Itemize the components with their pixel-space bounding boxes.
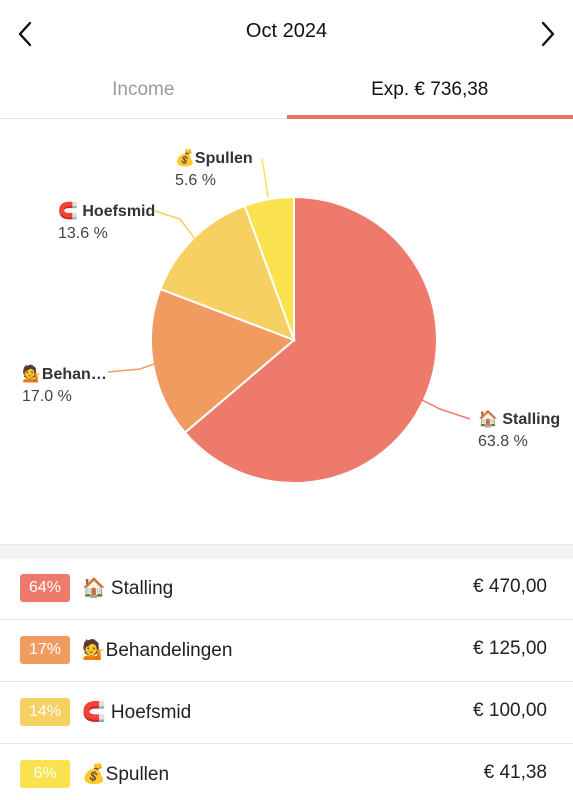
slice-label-percent: 63.8 % (478, 433, 528, 450)
slice-label-percent: 5.6 % (175, 172, 216, 189)
next-month-button[interactable] (527, 14, 567, 54)
list-item[interactable]: 14% 🧲 Hoefsmid € 100,00 (0, 682, 573, 744)
category-amount: € 41,38 (483, 762, 547, 783)
slice-label-spullen: 💰Spullen 5.6 % (175, 148, 253, 192)
chevron-left-icon (18, 21, 32, 47)
slice-label-name: 🏠 Stalling (478, 411, 561, 428)
category-label: 💰Spullen (82, 764, 170, 785)
list-item[interactable]: 64% 🏠 Stalling € 470,00 (0, 558, 573, 620)
slice-label-percent: 17.0 % (22, 388, 72, 405)
section-divider (0, 544, 573, 559)
tab-expenses-label: Exp. € 736,38 (371, 79, 489, 100)
list-item[interactable]: 6% 💰Spullen € 41,38 (0, 744, 573, 800)
leader-line-behandelingen (107, 362, 158, 373)
list-item[interactable]: 17% 💁Behandelingen € 125,00 (0, 620, 573, 682)
tab-income[interactable]: Income (112, 79, 175, 100)
slice-label-name: 💰Spullen (175, 150, 253, 167)
percent-badge: 17% (20, 636, 70, 664)
slice-label-name: 🧲 Hoefsmid (58, 203, 156, 220)
pie-slice-spullen[interactable] (243, 195, 295, 341)
expense-pie-chart: 🏠 Stalling 63.8 % 💁Behan… 17.0 % 🧲 Hoefs… (0, 119, 573, 544)
category-amount: € 125,00 (473, 638, 547, 659)
category-amount: € 100,00 (473, 700, 547, 721)
income-expense-tabs: Income Exp. € 736,38 (0, 66, 573, 119)
leader-line-hoefsmid (154, 210, 196, 240)
slice-label-hoefsmid: 🧲 Hoefsmid 13.6 % (58, 201, 155, 245)
previous-month-button[interactable] (6, 14, 46, 54)
tab-expenses[interactable]: Exp. € 736,38 (286, 66, 573, 119)
pie-chart-svg (107, 158, 471, 484)
category-amount: € 470,00 (473, 576, 547, 597)
category-label: 🏠 Stalling (82, 578, 174, 599)
leader-line-spullen (261, 158, 269, 198)
chevron-right-icon (541, 21, 555, 47)
percent-badge: 14% (20, 698, 70, 726)
month-header: Oct 2024 (0, 0, 573, 66)
slice-label-stalling: 🏠 Stalling 63.8 % (478, 409, 560, 453)
percent-badge: 6% (20, 760, 70, 788)
month-title: Oct 2024 (245, 20, 328, 42)
slice-label-name: 💁Behan… (22, 366, 107, 383)
slice-label-behandelingen: 💁Behan… 17.0 % (22, 364, 107, 408)
expense-category-list: 64% 🏠 Stalling € 470,00 17% 💁Behandeling… (0, 558, 573, 800)
leader-line-stalling (407, 392, 471, 420)
category-label: 💁Behandelingen (82, 640, 233, 661)
percent-badge: 64% (20, 574, 70, 602)
active-tab-indicator (286, 115, 573, 119)
category-label: 🧲 Hoefsmid (82, 702, 192, 723)
slice-label-percent: 13.6 % (58, 225, 108, 242)
